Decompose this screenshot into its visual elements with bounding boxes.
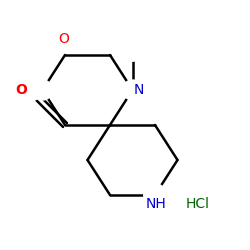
Text: NH: NH	[146, 197, 167, 211]
Text: O: O	[15, 83, 27, 97]
Circle shape	[144, 184, 166, 206]
Text: HCl: HCl	[186, 197, 210, 211]
Circle shape	[32, 80, 52, 100]
Circle shape	[126, 49, 139, 61]
Circle shape	[122, 80, 142, 100]
Text: O: O	[58, 32, 69, 46]
Text: N: N	[134, 83, 144, 97]
Circle shape	[19, 79, 41, 101]
